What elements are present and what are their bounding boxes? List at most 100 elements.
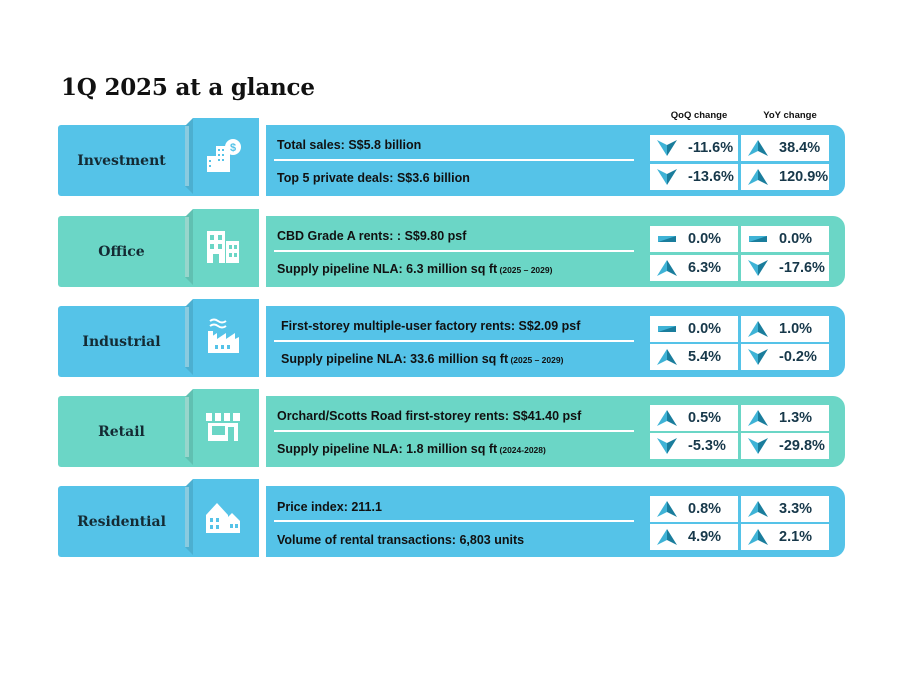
qoq-value: 5.4% <box>688 349 722 365</box>
arrow-up-icon <box>748 140 768 156</box>
yoy-value: -17.6% <box>779 260 825 276</box>
metric-text: Price index: 211.1 <box>277 500 382 514</box>
arrow-down-icon <box>657 140 677 156</box>
qoq-change-cell: 0.5% <box>650 405 738 431</box>
metric-divider <box>274 159 634 161</box>
yoy-value: 120.9% <box>779 169 829 185</box>
metric-text: Supply pipeline NLA: 6.3 million sq ft (… <box>277 262 552 276</box>
metric-text: First-storey multiple-user factory rents… <box>281 319 580 333</box>
divider <box>259 216 266 287</box>
metric-text: Top 5 private deals: S$3.6 billion <box>277 171 470 185</box>
metric-text: Volume of rental transactions: 6,803 uni… <box>277 533 524 547</box>
qoq-change-cell: 6.3% <box>650 255 738 281</box>
qoq-change-cell: -5.3% <box>650 433 738 459</box>
building-dollar-icon: $ <box>204 136 242 174</box>
metric-label: CBD Grade A rents: : S$9.80 psf <box>277 229 467 243</box>
yoy-change-cell: 1.0% <box>741 316 829 342</box>
qoq-header: QoQ change <box>670 110 728 121</box>
divider <box>259 396 266 467</box>
divider <box>259 306 266 377</box>
metric-label: Supply pipeline NLA: 6.3 million sq ft <box>277 262 498 276</box>
metric-divider <box>274 520 634 522</box>
flat-icon <box>658 236 676 242</box>
arrow-down-icon <box>748 260 768 276</box>
divider <box>259 486 266 557</box>
icon-tab <box>185 209 259 285</box>
page-title: 1Q 2025 at a glance <box>61 74 315 101</box>
sector-label: Residential <box>77 513 166 530</box>
arrow-down-icon <box>748 349 768 365</box>
qoq-value: 0.5% <box>688 410 722 426</box>
yoy-change-cell: 0.0% <box>741 226 829 252</box>
factory-icon <box>204 317 242 355</box>
arrow-up-icon <box>748 169 768 185</box>
sector-retail: Retail Orchard/Scotts Road first-storey r… <box>58 389 845 467</box>
icon-tab <box>185 479 259 555</box>
qoq-change-cell: 0.0% <box>650 316 738 342</box>
metric-period: (2025 – 2029) <box>508 355 564 365</box>
qoq-change-cell: 4.9% <box>650 524 738 550</box>
yoy-value: -29.8% <box>779 438 825 454</box>
yoy-value: 1.3% <box>779 410 813 426</box>
metric-label: First-storey multiple-user factory rents… <box>281 319 581 333</box>
metric-period: (2025 – 2029) <box>497 265 553 275</box>
metric-divider <box>274 430 634 432</box>
metric-period: (2024-2028) <box>497 445 546 455</box>
yoy-value: 1.0% <box>779 321 813 337</box>
yoy-header: YoY change <box>763 110 817 121</box>
sector-office: Office CBD Grade A rents: : S$9.80 psf 0.0… <box>58 209 845 287</box>
icon-tab <box>185 389 259 465</box>
sector-residential: Residential Price index: 211.1 0.8% 3.3% Vol… <box>58 479 845 557</box>
qoq-value: 0.0% <box>688 321 722 337</box>
divider <box>259 125 266 196</box>
metric-label: Total sales: S$5.8 billion <box>277 138 422 152</box>
qoq-value: 4.9% <box>688 529 722 545</box>
yoy-change-cell: -17.6% <box>741 255 829 281</box>
arrow-up-icon <box>748 501 768 517</box>
qoq-change-cell: 0.8% <box>650 496 738 522</box>
qoq-value: -11.6% <box>688 140 734 156</box>
metric-label: Orchard/Scotts Road first-storey rents: … <box>277 409 582 423</box>
metric-text: Total sales: S$5.8 billion <box>277 138 421 152</box>
qoq-change-cell: -13.6% <box>650 164 738 190</box>
yoy-change-cell: 2.1% <box>741 524 829 550</box>
metric-label: Supply pipeline NLA: 1.8 million sq ft <box>277 442 498 456</box>
houses-icon <box>204 497 242 535</box>
sector-label: Industrial <box>82 333 161 350</box>
qoq-value: -13.6% <box>688 169 734 185</box>
metric-text: Supply pipeline NLA: 33.6 million sq ft … <box>281 352 563 366</box>
metric-label: Supply pipeline NLA: 33.6 million sq ft <box>281 352 509 366</box>
yoy-value: 3.3% <box>779 501 813 517</box>
icon-tab <box>185 299 259 375</box>
yoy-change-cell: 38.4% <box>741 135 829 161</box>
qoq-change-cell: -11.6% <box>650 135 738 161</box>
metric-label: Top 5 private deals: S$3.6 billion <box>277 171 470 185</box>
metric-divider <box>274 250 634 252</box>
qoq-value: 0.8% <box>688 501 722 517</box>
qoq-value: -5.3% <box>688 438 726 454</box>
qoq-value: 6.3% <box>688 260 722 276</box>
sector-investment: Investment $ Total sales: S$5.8 billion -11… <box>58 118 845 196</box>
sector-label: Investment <box>77 152 166 169</box>
arrow-up-icon <box>748 410 768 426</box>
metric-text: CBD Grade A rents: : S$9.80 psf <box>277 229 466 243</box>
yoy-change-cell: -29.8% <box>741 433 829 459</box>
arrow-up-icon <box>657 260 677 276</box>
metric-label: Volume of rental transactions: 6,803 uni… <box>277 533 525 547</box>
arrow-up-icon <box>657 529 677 545</box>
yoy-change-cell: -0.2% <box>741 344 829 370</box>
flat-icon <box>749 236 767 242</box>
qoq-change-cell: 0.0% <box>650 226 738 252</box>
yoy-value: 38.4% <box>779 140 821 156</box>
qoq-value: 0.0% <box>688 231 722 247</box>
yoy-value: 2.1% <box>779 529 813 545</box>
arrow-up-icon <box>657 349 677 365</box>
sector-industrial: Industrial First-storey multiple-user fac… <box>58 299 845 377</box>
metric-text: Orchard/Scotts Road first-storey rents: … <box>277 409 581 423</box>
sector-label: Retail <box>98 423 145 440</box>
storefront-icon <box>204 407 242 445</box>
yoy-change-cell: 1.3% <box>741 405 829 431</box>
arrow-up-icon <box>748 529 768 545</box>
arrow-down-icon <box>657 169 677 185</box>
icon-tab: $ <box>185 118 259 194</box>
